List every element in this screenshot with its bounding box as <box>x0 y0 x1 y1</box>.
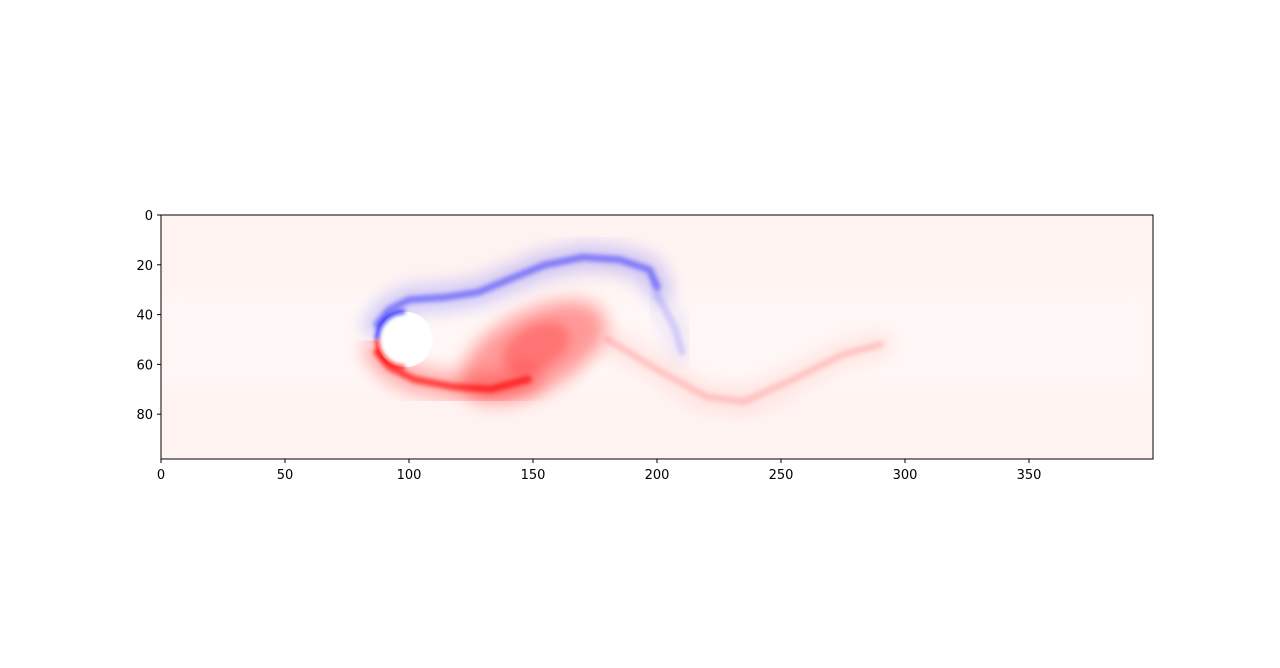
y-axis: 0 20 40 60 80 <box>136 209 161 423</box>
x-tick-label: 300 <box>893 468 918 483</box>
x-tick-label: 150 <box>521 468 546 483</box>
y-tick-label: 20 <box>136 259 153 274</box>
x-axis: 0 50 100 150 200 250 300 350 <box>157 459 1042 483</box>
y-tick-label: 80 <box>136 408 153 423</box>
obstacle-rim-upper <box>375 309 406 340</box>
obstacle-cylinder <box>377 311 433 368</box>
vorticity-line-0 <box>373 253 661 329</box>
vortex-core-2 <box>503 321 570 373</box>
x-tick-label: 200 <box>645 468 670 483</box>
heatmap-field <box>161 244 1153 415</box>
y-tick-label: 60 <box>136 358 153 373</box>
x-tick-label: 350 <box>1017 468 1042 483</box>
y-tick-label: 0 <box>145 209 153 224</box>
obstacle-rim-lower <box>375 339 406 370</box>
vorticity-line-4 <box>603 336 884 406</box>
x-tick-label: 0 <box>157 468 165 483</box>
x-tick-label: 100 <box>397 468 422 483</box>
x-tick-label: 250 <box>769 468 794 483</box>
vorticity-line-3 <box>653 291 686 356</box>
plot-area <box>161 215 1153 459</box>
y-tick-label: 40 <box>136 309 153 324</box>
x-tick-label: 50 <box>277 468 294 483</box>
